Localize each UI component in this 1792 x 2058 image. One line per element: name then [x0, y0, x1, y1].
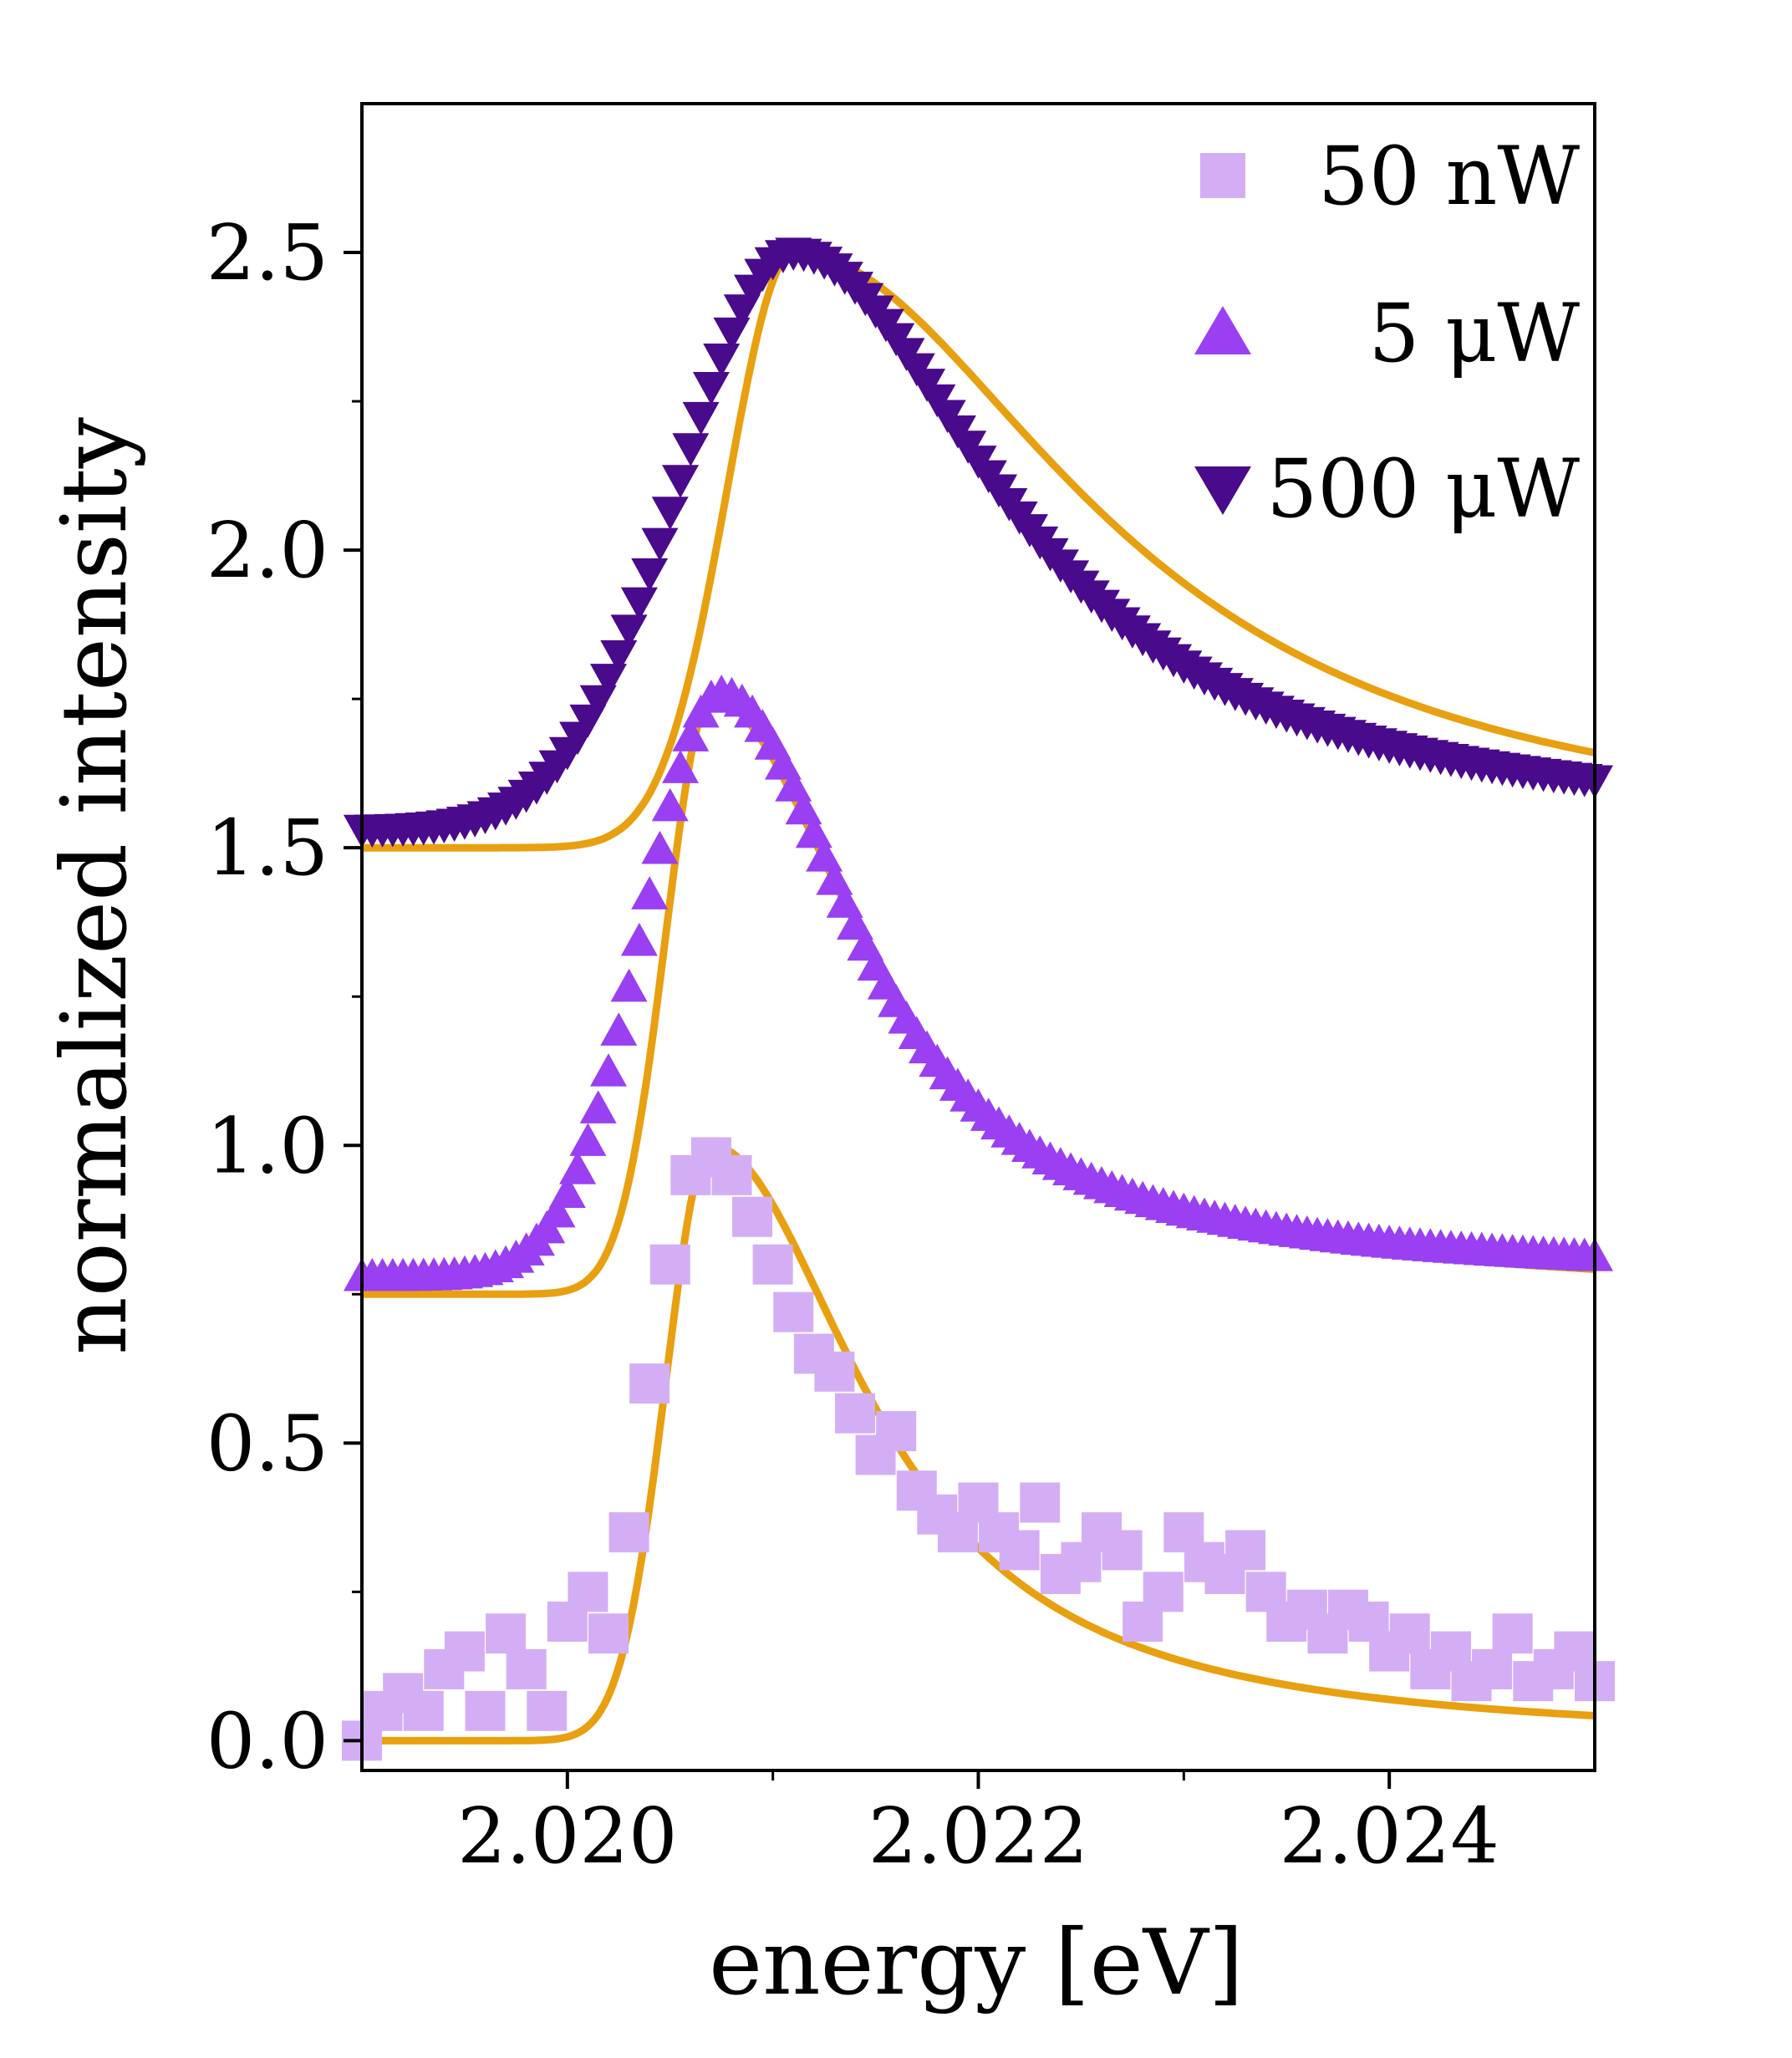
marker-50nw: [876, 1411, 917, 1452]
legend-marker-triangle-down: [1194, 466, 1251, 515]
marker-5uw: [631, 876, 669, 909]
legend-marker-square: [1200, 153, 1245, 198]
marker-500uw: [651, 497, 689, 530]
marker-50nw: [486, 1613, 527, 1654]
y-tick-label: 2.5: [206, 208, 328, 298]
x-axis-title: energy [eV]: [709, 1911, 1244, 2015]
marker-50nw: [629, 1363, 670, 1404]
marker-50nw: [568, 1572, 608, 1612]
marker-50nw: [403, 1690, 444, 1731]
marker-50nw: [773, 1291, 814, 1332]
marker-50nw: [711, 1154, 752, 1195]
marker-50nw: [465, 1690, 506, 1731]
marker-50nw: [1102, 1530, 1143, 1571]
marker-5uw: [600, 1012, 638, 1046]
x-tick-label: 2.024: [1279, 1791, 1499, 1881]
marker-500uw: [662, 465, 700, 498]
marker-5uw: [590, 1053, 627, 1087]
fit-curve: [362, 1141, 1596, 1745]
marker-500uw: [703, 344, 741, 377]
marker-50nw: [527, 1690, 568, 1731]
marker-500uw: [600, 639, 638, 674]
marker-5uw: [569, 1123, 607, 1156]
marker-50nw: [1225, 1530, 1266, 1571]
marker-5uw: [806, 838, 843, 872]
marker-500uw: [692, 371, 730, 405]
y-tick-label: 1.0: [206, 1101, 328, 1190]
legend-label: 5 μW: [1368, 287, 1580, 380]
marker-5uw: [651, 787, 689, 822]
marker-500uw: [631, 558, 669, 592]
marker-5uw: [610, 968, 648, 1002]
marker-50nw: [1472, 1648, 1513, 1689]
marker-50nw: [835, 1393, 875, 1434]
data-markers: [342, 237, 1615, 1761]
y-tick-label: 0.0: [206, 1696, 328, 1785]
marker-500uw: [641, 527, 679, 562]
axes: 2.020 2.022 2.024 0.0 0.5 1.0 1.5 2.0 2.5: [206, 102, 1596, 1881]
marker-5uw: [641, 830, 679, 864]
marker-5uw: [579, 1090, 617, 1123]
marker-50nw: [732, 1196, 773, 1237]
marker-500uw: [610, 614, 648, 648]
marker-5uw: [559, 1151, 597, 1184]
marker-5uw: [538, 1194, 576, 1228]
marker-50nw: [649, 1244, 690, 1285]
marker-50nw: [608, 1512, 649, 1553]
x-tick-label: 2.022: [868, 1791, 1088, 1881]
legend-label: 50 nW: [1318, 130, 1581, 223]
marker-50nw: [814, 1351, 855, 1392]
fit-curve: [362, 248, 1596, 852]
marker-500uw: [590, 664, 627, 697]
y-axis-title: normalized intensity: [43, 417, 147, 1355]
marker-500uw: [672, 433, 710, 466]
y-tick-label: 1.5: [206, 803, 328, 893]
marker-50nw: [1020, 1482, 1061, 1523]
marker-50nw: [506, 1648, 547, 1689]
marker-5uw: [548, 1174, 586, 1209]
y-tick-label: 2.0: [206, 506, 328, 595]
marker-5uw: [775, 768, 812, 802]
marker-5uw: [620, 922, 658, 956]
legend-marker-triangle-up: [1194, 306, 1251, 354]
marker-500uw: [682, 401, 720, 436]
marker-500uw: [620, 587, 658, 621]
marker-50nw: [444, 1631, 485, 1672]
marker-5uw: [785, 791, 822, 825]
marker-50nw: [752, 1244, 793, 1285]
y-tick-label: 0.5: [206, 1398, 328, 1488]
marker-5uw: [795, 814, 832, 848]
marker-5uw: [672, 718, 710, 751]
marker-500uw: [713, 317, 751, 351]
marker-50nw: [1389, 1613, 1430, 1654]
x-tick-label: 2.020: [457, 1791, 677, 1881]
marker-50nw: [1143, 1572, 1184, 1612]
legend: 50 nW 5 μW 500 μW: [1194, 130, 1580, 536]
marker-50nw: [1492, 1613, 1533, 1654]
legend-label: 500 μW: [1266, 442, 1580, 536]
marker-50nw: [588, 1613, 629, 1654]
marker-50nw: [999, 1530, 1040, 1571]
marker-5uw: [662, 750, 700, 783]
